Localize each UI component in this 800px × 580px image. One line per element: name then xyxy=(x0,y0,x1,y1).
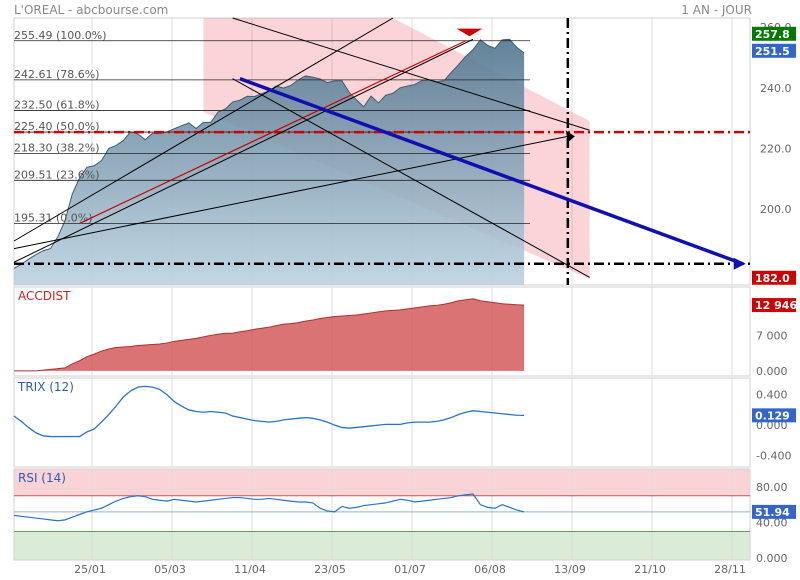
trix-line xyxy=(13,385,525,438)
price-panel: 255.49 (100.0%) 242.61 (78.6%) 232.50 (61.… xyxy=(13,17,796,286)
accdist-tick-label: 0.000 xyxy=(756,365,788,378)
rsi-tag: 51.94 xyxy=(755,506,790,519)
x-tick-label: 25/01 xyxy=(74,563,106,576)
x-tick-label: 21/10 xyxy=(634,563,666,576)
x-tick-label: 23/05 xyxy=(314,563,346,576)
trix-tick-label: 0.000 xyxy=(756,419,788,432)
price-tag-target: 182.0 xyxy=(755,272,790,285)
fib-label: 209.51 (23.6%) xyxy=(14,168,100,181)
accdist-line xyxy=(14,298,525,372)
fib-label: 242.61 (78.6%) xyxy=(14,68,100,81)
rsi-tick-label: 80.00 xyxy=(756,481,788,494)
down-channel-bottom xyxy=(232,78,590,278)
trix-name: TRIX (12) xyxy=(17,380,74,394)
accdist-tick-label: 7 000 xyxy=(756,329,788,342)
price-tag-high: 257.8 xyxy=(755,28,790,41)
price-tag-target-bg xyxy=(752,270,796,285)
fib-label: 255.49 (100.0%) xyxy=(14,29,107,42)
rsi-oversold-zone xyxy=(14,531,750,560)
rsi-frame xyxy=(13,468,751,561)
trix-tag: 0.129 xyxy=(755,409,790,422)
accdist-area xyxy=(14,298,525,371)
accdist-tag: 12 946 xyxy=(755,299,797,312)
long-trendline xyxy=(13,135,568,250)
price-tick-label: 240.0 xyxy=(760,82,792,95)
price-tag-last: 251.5 xyxy=(755,45,790,58)
price-tick-label: 220.0 xyxy=(760,142,792,155)
accdist-tag-bg xyxy=(752,298,796,313)
trix-tick-label: 0.400 xyxy=(756,389,788,402)
rsi-tag-bg xyxy=(752,504,796,519)
fib-label: 218.30 (38.2%) xyxy=(14,142,100,155)
x-tick-label: 06/08 xyxy=(474,563,506,576)
x-axis: 25/01 05/03 11/04 23/05 01/07 06/08 13/09 21/10… xyxy=(74,563,746,576)
blue-arrowhead xyxy=(733,257,746,270)
trix-tick-label: -0.400 xyxy=(756,450,791,463)
price-tick-label: 200.0 xyxy=(760,203,792,216)
rsi-panel: RSI (14) 0.000 40.00 80.00 51.94 xyxy=(13,468,796,565)
red-arrowhead xyxy=(456,28,483,37)
price-tag-last-bg xyxy=(752,43,796,58)
x-tick-label: 11/04 xyxy=(234,563,266,576)
x-tick-label: 01/07 xyxy=(394,563,426,576)
rsi-name: RSI (14) xyxy=(18,471,66,485)
blue-projection xyxy=(239,77,744,266)
rsi-overbought-zone xyxy=(14,469,750,496)
chart-title: L'OREAL - abcbourse.com xyxy=(14,3,168,17)
rsi-tick-label: 0.000 xyxy=(756,552,788,565)
up-channel-bottom xyxy=(13,38,474,263)
down-channel-top xyxy=(232,17,590,131)
x-tick-label: 05/03 xyxy=(154,563,186,576)
trix-frame xyxy=(13,377,751,468)
trix-panel: TRIX (12) -0.400 0.000 0.400 0.129 xyxy=(13,377,796,468)
up-channel-top xyxy=(13,17,394,242)
accdist-frame xyxy=(13,286,751,377)
accdist-name: ACCDIST xyxy=(18,289,71,303)
fib-label: 225.40 (50.0%) xyxy=(14,120,100,133)
trix-tag-bg xyxy=(752,408,796,423)
black-arrowhead xyxy=(565,130,575,143)
price-tag-high-bg xyxy=(752,26,796,41)
rsi-line xyxy=(13,493,525,522)
period-label: 1 AN - JOUR xyxy=(681,3,752,17)
rsi-tick-label: 40.00 xyxy=(756,517,788,530)
fib-label: 232.50 (61.8%) xyxy=(14,99,100,112)
x-tick-label: 13/09 xyxy=(554,563,586,576)
x-tick-label: 28/11 xyxy=(714,563,746,576)
accdist-panel: ACCDIST 0.000 7 000 12 946 xyxy=(13,286,797,378)
